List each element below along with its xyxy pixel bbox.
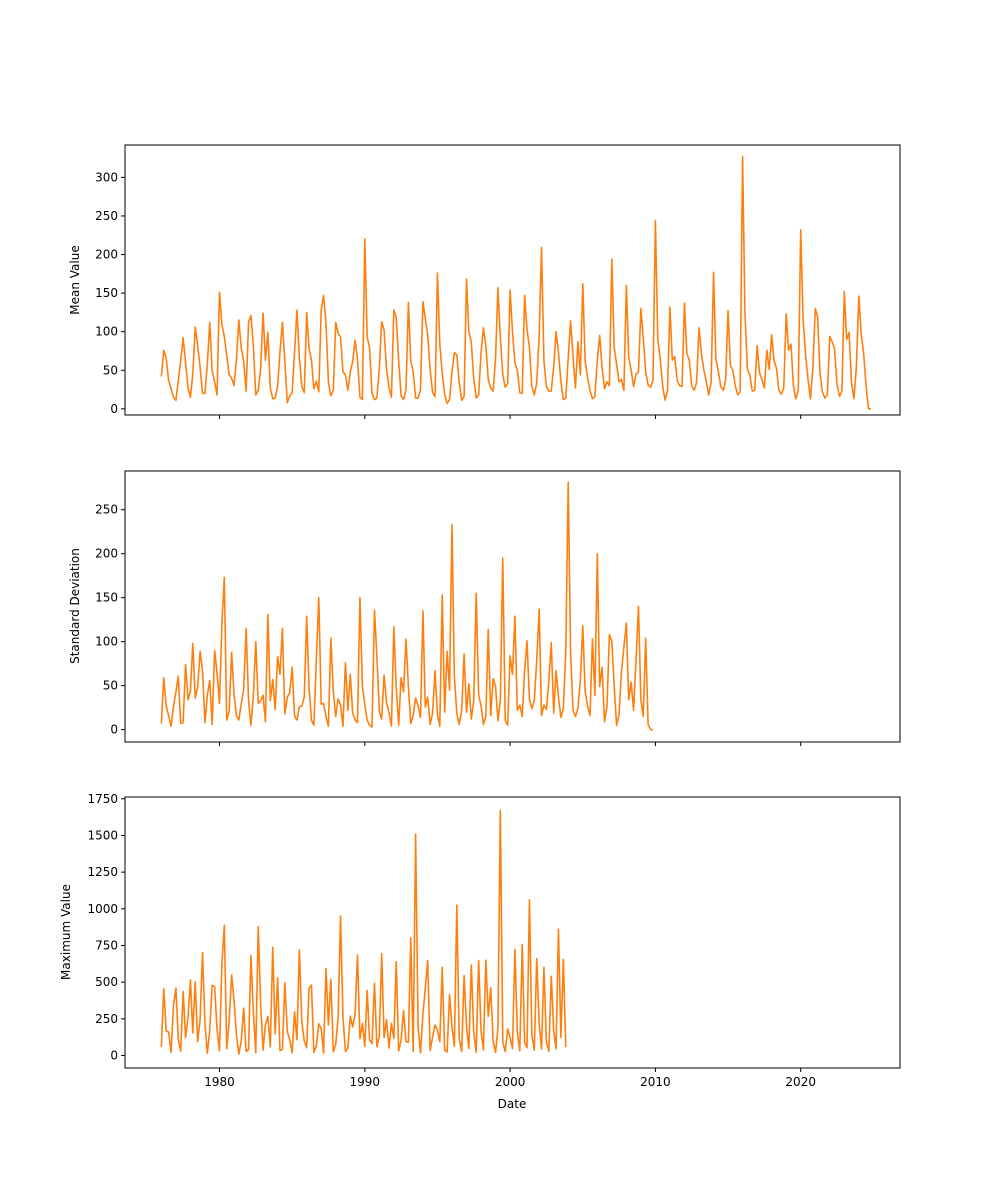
standard-deviation-series-group [160,481,653,731]
mean-value-series-line-0 [160,155,871,410]
maximum-value-y-tick-label: 500 [95,975,118,989]
mean-value-y-ticks: 0 50 100 150 200 250 300 [95,170,125,416]
maximum-value-frame [124,796,901,1069]
standard-deviation-y-tick-label: 50 [103,679,118,693]
x-axis-label: Date [498,1097,527,1111]
mean-value-y-tick-label: 300 [95,170,118,184]
maximum-value-y-tick-label: 1500 [87,828,118,842]
maximum-value-y-tick-label: 0 [110,1049,118,1063]
standard-deviation-series-line-0 [160,481,653,731]
panel-maximum-value: 0 250 500 750 1000 1250 1500 1750 1980 1990 2000 2… [59,792,901,1089]
standard-deviation-x-ticks [218,742,802,746]
standard-deviation-y-ticks: 0 50 100 150 200 250 [95,503,125,737]
x-tick-label: 1980 [204,1075,235,1089]
maximum-value-series-group [160,809,567,1055]
panel-mean-value: 0 50 100 150 200 250 300 Mean Value [68,144,901,419]
maximum-value-y-tick-label: 1250 [87,865,118,879]
x-tick-label: 2010 [640,1075,671,1089]
standard-deviation-y-tick-label: 100 [95,635,118,649]
mean-value-series-group [160,155,871,410]
mean-value-y-tick-label: 50 [103,363,118,377]
mean-value-x-ticks [218,415,802,419]
standard-deviation-ylabel: Standard Deviation [68,548,82,664]
maximum-value-series-line-0 [160,809,567,1055]
standard-deviation-y-tick-label: 150 [95,591,118,605]
maximum-value-y-tick-label: 250 [95,1012,118,1026]
x-tick-label: 2020 [785,1075,816,1089]
maximum-value-y-tick-label: 1750 [87,792,118,806]
maximum-value-y-ticks: 0 250 500 750 1000 1250 1500 1750 [87,792,125,1063]
mean-value-y-tick-label: 150 [95,286,118,300]
mean-value-y-tick-label: 200 [95,248,118,262]
maximum-value-ylabel: Maximum Value [59,884,73,980]
mean-value-y-tick-label: 100 [95,325,118,339]
maximum-value-y-tick-label: 750 [95,938,118,952]
mean-value-frame [124,144,901,416]
standard-deviation-y-tick-label: 250 [95,503,118,517]
maximum-value-y-tick-label: 1000 [87,902,118,916]
x-tick-label: 2000 [495,1075,526,1089]
mean-value-y-tick-label: 0 [110,402,118,416]
maximum-value-x-ticks: 1980 1990 2000 2010 2020 [204,1068,816,1089]
x-tick-label: 1990 [350,1075,381,1089]
mean-value-y-tick-label: 250 [95,209,118,223]
panel-standard-deviation: 0 50 100 150 200 250 Standard Deviation [68,470,901,746]
mean-value-ylabel: Mean Value [68,245,82,314]
standard-deviation-frame [124,470,901,743]
standard-deviation-y-tick-label: 0 [110,723,118,737]
standard-deviation-y-tick-label: 200 [95,547,118,561]
